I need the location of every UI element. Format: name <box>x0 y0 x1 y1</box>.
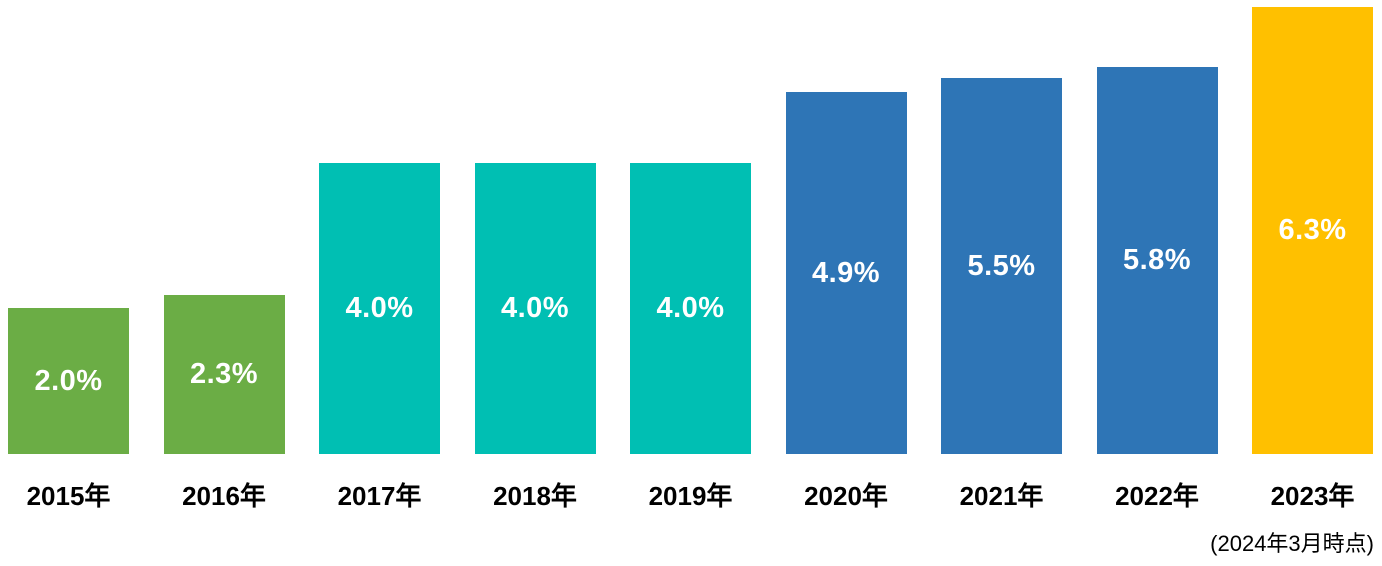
bar-column-2023: 6.3% 2023年 <box>1252 0 1373 511</box>
bar-column-2019: 4.0% 2019年 <box>630 0 751 511</box>
category-label-2018: 2018年 <box>493 481 577 511</box>
bar-2015: 2.0% <box>8 308 129 454</box>
bar-value-label: 5.5% <box>967 249 1036 282</box>
bar-value-label: 4.0% <box>656 292 725 324</box>
bar-column-2016: 2.3% 2016年 <box>163 0 285 511</box>
category-label-2015: 2015年 <box>26 481 111 511</box>
category-label-2020: 2020年 <box>804 481 888 511</box>
bar-2020: 4.9% <box>785 92 907 454</box>
bar-2019: 4.0% <box>630 163 751 454</box>
bar-value-label: 4.0% <box>500 292 570 324</box>
category-label-2017: 2017年 <box>337 481 422 511</box>
category-label-2021: 2021年 <box>959 481 1044 511</box>
bar-value-label: 5.8% <box>1122 244 1192 276</box>
bar-2017: 4.0% <box>319 163 440 454</box>
category-label-2022: 2022年 <box>1115 481 1199 511</box>
bar-value-label: 2.3% <box>189 358 259 390</box>
category-label-2016: 2016年 <box>182 481 266 511</box>
bar-column-2020: 4.9% 2020年 <box>785 0 907 511</box>
bar-column-2017: 4.0% 2017年 <box>319 0 440 511</box>
bar-value-label: 4.0% <box>345 292 414 324</box>
bar-column-2022: 5.8% 2022年 <box>1096 0 1218 511</box>
category-label-2019: 2019年 <box>648 481 733 511</box>
bar-value-label: 2.0% <box>34 364 103 397</box>
bar-2018: 4.0% <box>474 163 596 454</box>
bar-column-2018: 4.0% 2018年 <box>474 0 596 511</box>
bar-column-2021: 5.5% 2021年 <box>941 0 1062 511</box>
bar-2021: 5.5% <box>941 78 1062 454</box>
bar-2016: 2.3% <box>163 295 285 454</box>
plot-area: 2.0% 2015年 2.3% 2016年 4.0% 2017年 4.0% 20… <box>8 0 1374 511</box>
bar-2022: 5.8% <box>1096 67 1218 454</box>
bar-value-label: 4.9% <box>811 256 881 289</box>
category-label-2023: 2023年 <box>1270 481 1355 511</box>
bar-column-2015: 2.0% 2015年 <box>8 0 129 511</box>
footnote: (2024年3月時点) <box>1210 531 1374 556</box>
bar-value-label: 6.3% <box>1278 214 1347 246</box>
bar-2023: 6.3% <box>1252 7 1373 454</box>
